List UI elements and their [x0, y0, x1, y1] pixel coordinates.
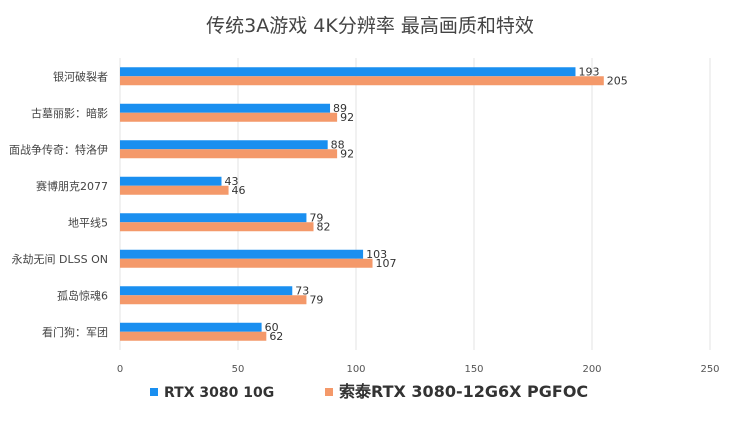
data-label: 60 — [265, 321, 279, 334]
legend-label: RTX 3080 10G — [164, 385, 274, 401]
x-tick-label: 200 — [582, 364, 601, 375]
data-label: 89 — [333, 102, 347, 115]
data-label: 73 — [295, 284, 309, 297]
x-tick-label: 50 — [232, 364, 245, 375]
data-label: 205 — [607, 74, 628, 87]
category-label: 银河破裂者 — [53, 69, 108, 83]
legend-swatch — [325, 388, 333, 396]
data-label: 43 — [224, 175, 238, 188]
data-label: 79 — [309, 293, 323, 306]
x-tick-label: 100 — [346, 364, 365, 375]
x-tick-label: 150 — [464, 364, 483, 375]
category-label: 看门狗：军团 — [42, 325, 108, 339]
legend: RTX 3080 10G 索泰RTX 3080-12G6X PGFOC — [150, 382, 588, 401]
category-label: 地平线5 — [68, 215, 108, 229]
data-label: 103 — [366, 248, 387, 261]
chart-title: 传统3A游戏 4K分辨率 最高画质和特效 — [206, 15, 534, 37]
bar — [120, 140, 328, 150]
category-label: 古墓丽影：暗影 — [31, 106, 108, 120]
x-axis-ticks: 0 50 100 150 200 250 — [117, 364, 720, 375]
bar — [120, 322, 262, 332]
bar — [120, 67, 576, 77]
data-label: 82 — [317, 220, 331, 233]
bar — [120, 249, 364, 259]
bar — [120, 331, 267, 341]
bar — [120, 213, 307, 223]
legend-label: 索泰RTX 3080-12G6X PGFOC — [339, 382, 588, 401]
data-label: 92 — [340, 147, 354, 160]
category-label: 孤岛惊魂6 — [57, 288, 108, 302]
bar — [120, 76, 604, 86]
bar — [120, 112, 338, 122]
data-label: 79 — [309, 211, 323, 224]
category-label: 面战争传奇：特洛伊 — [9, 142, 108, 156]
data-label: 62 — [269, 330, 283, 343]
bar — [120, 258, 373, 268]
data-label: 193 — [578, 65, 599, 78]
category-label: 永劫无间 DLSS ON — [12, 252, 108, 266]
x-tick-label: 0 — [117, 364, 123, 375]
data-label: 107 — [376, 257, 397, 270]
bar — [120, 185, 229, 195]
bar — [120, 222, 314, 232]
bar — [120, 286, 293, 296]
bar — [120, 176, 222, 186]
legend-swatch — [150, 388, 158, 396]
x-tick-label: 250 — [700, 364, 719, 375]
bar — [120, 149, 338, 159]
bar — [120, 103, 331, 113]
data-label: 92 — [340, 111, 354, 124]
grid-lines — [119, 58, 711, 350]
data-label: 88 — [331, 138, 345, 151]
bar — [120, 295, 307, 305]
category-label: 赛博朋克2077 — [36, 179, 108, 193]
data-label: 46 — [232, 184, 246, 197]
